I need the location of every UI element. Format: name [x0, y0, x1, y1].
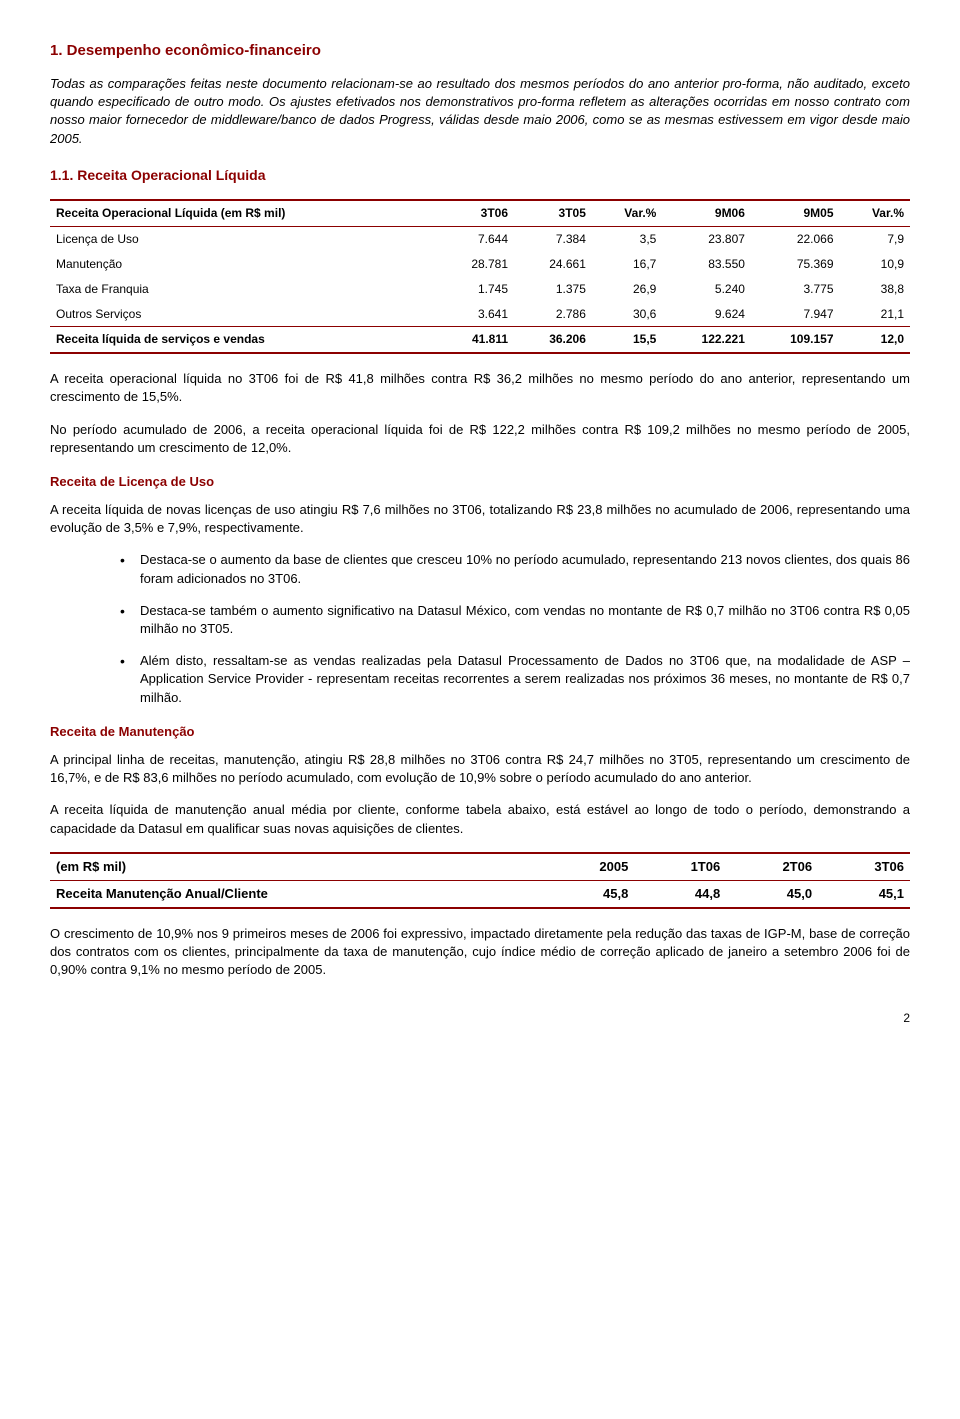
col-header: 9M05 [751, 200, 840, 226]
paragraph: A principal linha de receitas, manutençã… [50, 751, 910, 787]
col-header: 2T06 [726, 853, 818, 881]
heading-licenca: Receita de Licença de Uso [50, 473, 910, 491]
table-row: Manutenção 28.781 24.661 16,7 83.550 75.… [50, 252, 910, 277]
col-header: (em R$ mil) [50, 853, 544, 881]
cell: 36.206 [514, 327, 592, 353]
heading-manutencao: Receita de Manutenção [50, 723, 910, 741]
cell: Outros Serviços [50, 302, 436, 327]
cell: 16,7 [592, 252, 662, 277]
cell: Licença de Uso [50, 227, 436, 252]
col-header: Var.% [592, 200, 662, 226]
list-item: Destaca-se também o aumento significativ… [120, 602, 910, 638]
cell: Receita líquida de serviços e vendas [50, 327, 436, 353]
col-header: 3T06 [436, 200, 514, 226]
subsection-title: 1.1. Receita Operacional Líquida [50, 166, 910, 186]
col-header: 3T05 [514, 200, 592, 226]
cell: 41.811 [436, 327, 514, 353]
col-header: 2005 [544, 853, 634, 881]
cell: Receita Manutenção Anual/Cliente [50, 880, 544, 908]
section-title: 1. Desempenho econômico-financeiro [50, 40, 910, 61]
cell: 30,6 [592, 302, 662, 327]
cell: 45,8 [544, 880, 634, 908]
cell: 5.240 [662, 277, 751, 302]
cell: 7,9 [840, 227, 910, 252]
cell: 28.781 [436, 252, 514, 277]
page-number: 2 [50, 1010, 910, 1027]
cell: 3.775 [751, 277, 840, 302]
cell: 122.221 [662, 327, 751, 353]
table-row: Receita Manutenção Anual/Cliente 45,8 44… [50, 880, 910, 908]
cell: 12,0 [840, 327, 910, 353]
paragraph: A receita operacional líquida no 3T06 fo… [50, 370, 910, 406]
cell: 3,5 [592, 227, 662, 252]
intro-paragraph: Todas as comparações feitas neste docume… [50, 75, 910, 148]
list-item: Além disto, ressaltam-se as vendas reali… [120, 652, 910, 707]
paragraph: A receita líquida de manutenção anual mé… [50, 801, 910, 837]
cell: 45,0 [726, 880, 818, 908]
cell: 2.786 [514, 302, 592, 327]
paragraph: O crescimento de 10,9% nos 9 primeiros m… [50, 925, 910, 980]
cell: 9.624 [662, 302, 751, 327]
col-header: 3T06 [818, 853, 910, 881]
cell: 83.550 [662, 252, 751, 277]
bullet-list: Destaca-se o aumento da base de clientes… [50, 551, 910, 706]
col-header: Var.% [840, 200, 910, 226]
cell: 38,8 [840, 277, 910, 302]
list-item: Destaca-se o aumento da base de clientes… [120, 551, 910, 587]
cell: 15,5 [592, 327, 662, 353]
cell: 1.745 [436, 277, 514, 302]
cell: 21,1 [840, 302, 910, 327]
paragraph: No período acumulado de 2006, a receita … [50, 421, 910, 457]
paragraph: A receita líquida de novas licenças de u… [50, 501, 910, 537]
cell: 7.947 [751, 302, 840, 327]
cell: 1.375 [514, 277, 592, 302]
cell: 23.807 [662, 227, 751, 252]
table-row: Outros Serviços 3.641 2.786 30,6 9.624 7… [50, 302, 910, 327]
cell: 24.661 [514, 252, 592, 277]
cell: 45,1 [818, 880, 910, 908]
cell: Manutenção [50, 252, 436, 277]
maintenance-table: (em R$ mil) 2005 1T06 2T06 3T06 Receita … [50, 852, 910, 909]
cell: 7.644 [436, 227, 514, 252]
cell: 10,9 [840, 252, 910, 277]
table-row: Taxa de Franquia 1.745 1.375 26,9 5.240 … [50, 277, 910, 302]
cell: 75.369 [751, 252, 840, 277]
table-row-total: Receita líquida de serviços e vendas 41.… [50, 327, 910, 353]
cell: 44,8 [634, 880, 726, 908]
col-header: Receita Operacional Líquida (em R$ mil) [50, 200, 436, 226]
col-header: 1T06 [634, 853, 726, 881]
cell: 3.641 [436, 302, 514, 327]
cell: 26,9 [592, 277, 662, 302]
revenue-table: Receita Operacional Líquida (em R$ mil) … [50, 199, 910, 354]
col-header: 9M06 [662, 200, 751, 226]
cell: 109.157 [751, 327, 840, 353]
table-row: Licença de Uso 7.644 7.384 3,5 23.807 22… [50, 227, 910, 252]
cell: 22.066 [751, 227, 840, 252]
cell: Taxa de Franquia [50, 277, 436, 302]
cell: 7.384 [514, 227, 592, 252]
